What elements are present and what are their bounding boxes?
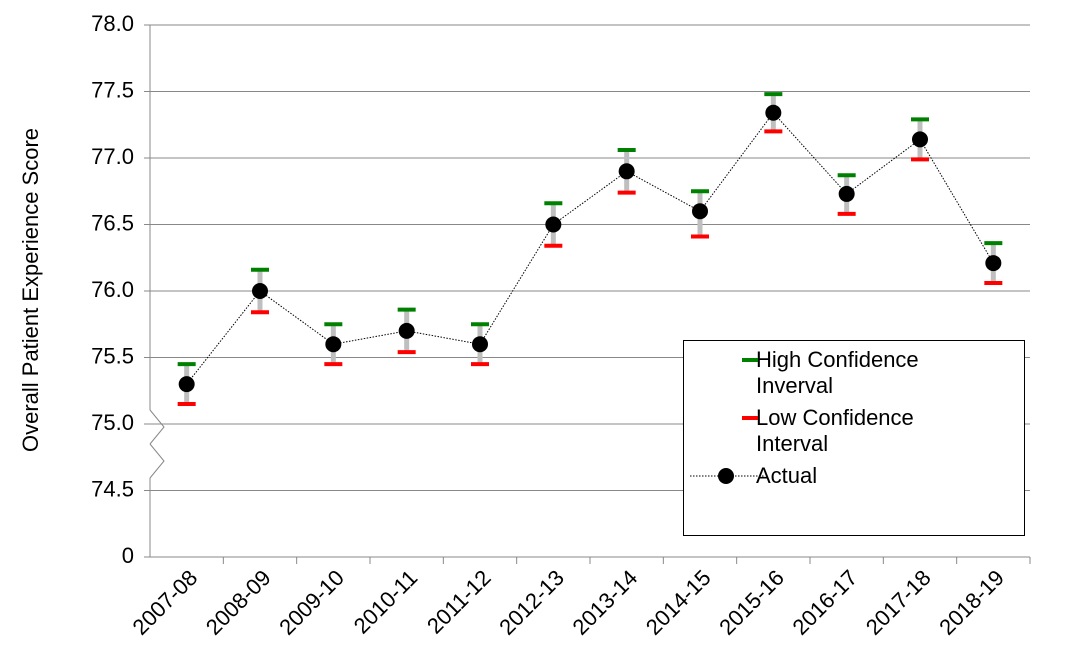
x-tick-label: 2012-13 <box>494 565 569 640</box>
axis-break <box>149 409 165 445</box>
y-tick-label: 76.5 <box>91 210 134 235</box>
x-tick-label: 2008-09 <box>201 565 276 640</box>
legend-item: Low Confidence Interval <box>684 405 1024 457</box>
actual-point <box>838 185 855 202</box>
actual-point <box>398 322 415 339</box>
y-tick-label: 74.5 <box>91 476 134 501</box>
legend-symbol <box>742 358 758 362</box>
legend-label: High Confidence Inverval <box>756 347 919 398</box>
legend-item: High Confidence Inverval <box>684 347 1024 399</box>
x-tick-label: 2017-18 <box>861 565 936 640</box>
actual-point <box>692 203 708 220</box>
actual-point <box>765 104 782 121</box>
y-tick-label: 75.5 <box>91 343 134 368</box>
x-tick-label: 2015-16 <box>714 565 789 640</box>
x-tick-label: 2009-10 <box>274 565 349 640</box>
legend-label: Actual <box>756 463 818 488</box>
legend-dot <box>718 468 734 484</box>
x-tick-label: 2016-17 <box>788 565 863 640</box>
x-tick-label: 2011-12 <box>422 565 496 639</box>
legend-label: Low Confidence Interval <box>756 405 914 456</box>
actual-line <box>186 111 994 385</box>
actual-point <box>618 163 635 180</box>
y-tick-label: 78.0 <box>91 11 134 36</box>
legend-symbol <box>742 416 758 420</box>
legend: High Confidence Inverval Low Confidence I… <box>683 340 1025 536</box>
y-tick-label: 77.5 <box>91 77 134 102</box>
actual-point <box>912 131 928 148</box>
legend-symbol <box>690 468 764 484</box>
y-tick-label: 77.0 <box>91 144 134 169</box>
x-tick-label: 2018-19 <box>934 565 1009 640</box>
actual-point <box>985 255 1002 272</box>
x-tick-label: 2007-08 <box>128 565 203 640</box>
y-axis-title: Overall Patient Experience Score <box>18 128 43 452</box>
y-tick-label: 75.0 <box>91 410 134 435</box>
y-tick-label: 76.0 <box>91 277 134 302</box>
legend-item: Actual <box>654 463 1024 489</box>
x-tick-label: 2014-15 <box>641 565 716 640</box>
actual-point <box>472 336 488 353</box>
y-tick-label: 0 <box>122 543 134 568</box>
axis-break <box>149 443 165 479</box>
actual-point <box>252 283 268 299</box>
actual-point <box>325 336 342 353</box>
actual-point <box>545 216 562 233</box>
actual-point <box>178 376 195 393</box>
x-tick-label: 2010-11 <box>349 565 423 639</box>
x-tick-label: 2013-14 <box>568 565 643 640</box>
